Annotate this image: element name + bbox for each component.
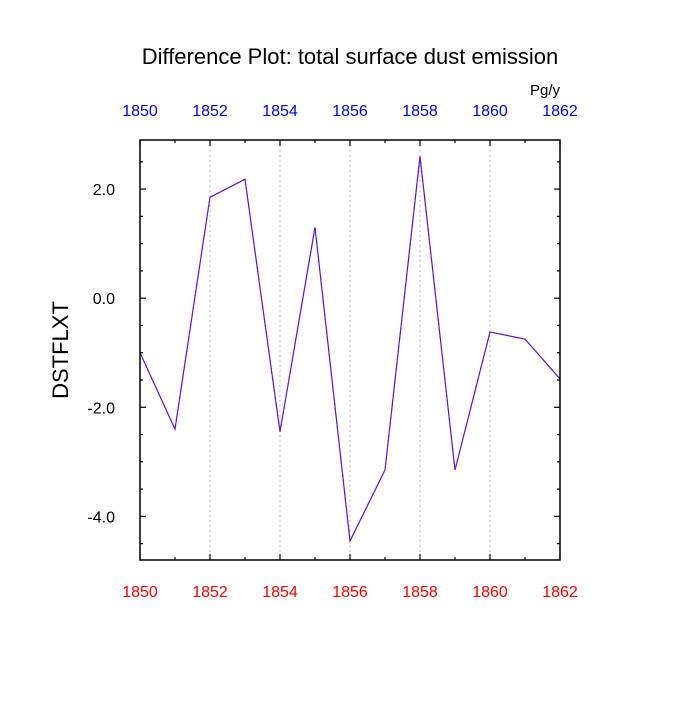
x-tick-label-bottom: 1862 — [542, 584, 578, 601]
x-tick-label-bottom: 1856 — [332, 584, 368, 601]
x-tick-label-top: 1850 — [122, 103, 158, 120]
y-tick-label: 0.0 — [93, 291, 115, 308]
x-tick-label-top: 1862 — [542, 103, 578, 120]
x-tick-label-bottom: 1858 — [402, 584, 438, 601]
x-tick-label-top: 1852 — [192, 103, 228, 120]
x-tick-label-bottom: 1860 — [472, 584, 508, 601]
x-tick-label-top: 1858 — [402, 103, 438, 120]
x-tick-label-bottom: 1850 — [122, 584, 158, 601]
x-tick-label-top: 1860 — [472, 103, 508, 120]
x-tick-label-top: 1854 — [262, 103, 298, 120]
y-axis-title: DSTFLXT — [48, 301, 73, 399]
x-tick-label-bottom: 1854 — [262, 584, 298, 601]
chart-title: Difference Plot: total surface dust emis… — [142, 44, 559, 69]
x-tick-label-top: 1856 — [332, 103, 368, 120]
y-tick-label: -4.0 — [87, 509, 115, 526]
y-tick-label: 2.0 — [93, 182, 115, 199]
y-tick-label: -2.0 — [87, 400, 115, 417]
x-tick-label-bottom: 1852 — [192, 584, 228, 601]
units-label: Pg/y — [530, 82, 561, 99]
